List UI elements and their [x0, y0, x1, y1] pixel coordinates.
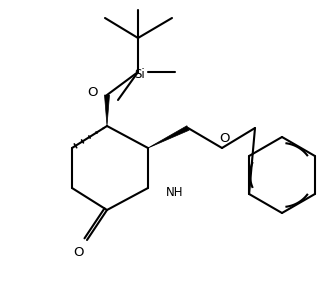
- Text: O: O: [87, 85, 97, 98]
- Text: O: O: [74, 246, 84, 258]
- Text: Si: Si: [135, 67, 145, 81]
- Polygon shape: [148, 126, 189, 148]
- Text: NH: NH: [166, 185, 183, 199]
- Polygon shape: [105, 95, 109, 126]
- Text: O: O: [219, 132, 229, 144]
